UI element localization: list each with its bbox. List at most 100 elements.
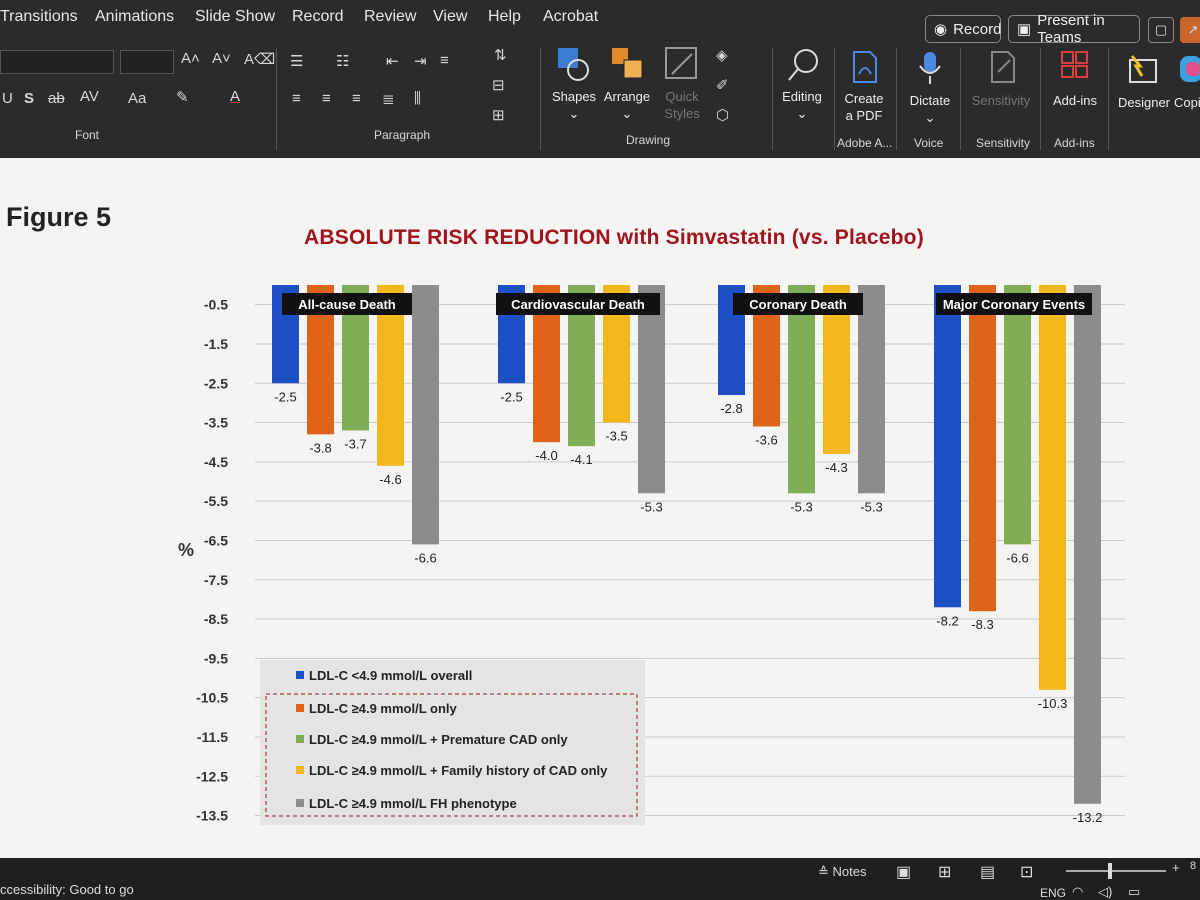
change-case-icon[interactable]: Aa <box>128 90 147 107</box>
y-tick-label: -5.5 <box>204 493 228 509</box>
line-spacing-icon[interactable]: ≡ <box>440 52 449 69</box>
slide-sorter-icon[interactable]: ⊞ <box>938 864 952 881</box>
align-right-icon[interactable]: ≡ <box>352 90 361 107</box>
separator <box>1040 48 1041 150</box>
arrange-icon[interactable] <box>610 46 646 82</box>
designer-button[interactable]: Designer <box>1116 94 1172 111</box>
reading-view-icon[interactable]: ▤ <box>980 864 996 881</box>
y-tick-label: -0.5 <box>204 297 228 313</box>
notes-button[interactable]: ≙ Notes <box>818 864 867 880</box>
text-direction-icon[interactable]: ⇅ <box>494 47 507 64</box>
arrange-label: Arrange <box>603 89 651 104</box>
notes-icon: ≙ <box>818 864 829 879</box>
font-color-icon[interactable]: A <box>230 88 241 105</box>
shadow-icon[interactable]: S <box>24 90 35 107</box>
legend-label: LDL-C ≥4.9 mmol/L + Family history of CA… <box>309 763 608 778</box>
group-label-font: Font <box>75 128 100 142</box>
shapes-button[interactable]: Shapes ⌄ <box>551 89 597 121</box>
comments-icon[interactable]: ▢ <box>1148 17 1174 43</box>
justify-icon[interactable]: ≣ <box>382 91 395 108</box>
dictate-button[interactable]: Dictate ⌄ <box>909 93 951 125</box>
quick-styles-button[interactable]: Quick Styles <box>658 88 706 122</box>
zoom-slider-thumb[interactable] <box>1108 863 1112 879</box>
numbering-icon[interactable]: ☷ <box>336 53 350 70</box>
y-tick-label: -10.5 <box>196 690 228 706</box>
tab-acrobat[interactable]: Acrobat <box>543 8 599 25</box>
tab-view[interactable]: View <box>433 8 468 25</box>
font-size-box[interactable] <box>120 50 174 74</box>
editing-button[interactable]: Editing ⌄ <box>782 89 822 121</box>
slideshow-icon[interactable]: ⊡ <box>1020 864 1034 881</box>
addins-button[interactable]: Add-ins <box>1046 92 1104 109</box>
tab-animations[interactable]: Animations <box>95 8 175 25</box>
data-label: -4.0 <box>535 448 557 463</box>
shapes-icon[interactable] <box>556 46 592 82</box>
zoom-level: 8 <box>1190 860 1197 872</box>
tab-review[interactable]: Review <box>364 8 417 25</box>
data-label: -6.6 <box>1006 550 1028 565</box>
shape-outline-icon[interactable]: ✐ <box>716 77 729 94</box>
category-label-box <box>733 293 863 315</box>
slide-canvas[interactable]: Figure 5 ABSOLUTE RISK REDUCTION with Si… <box>0 158 1200 858</box>
record-icon: ◉ <box>934 21 948 38</box>
zoom-slider[interactable] <box>1066 870 1166 872</box>
clear-formatting-icon[interactable]: A⌫ <box>244 51 276 68</box>
copilot-icon[interactable] <box>1178 52 1200 86</box>
shape-effects-icon[interactable]: ⬡ <box>716 107 730 124</box>
language-indicator: ENG <box>1040 886 1067 900</box>
quick-styles-icon[interactable] <box>664 46 700 82</box>
bar <box>934 285 961 608</box>
character-spacing-icon[interactable]: AV <box>80 88 99 105</box>
create-pdf-icon[interactable] <box>850 50 880 86</box>
underline-icon[interactable]: U <box>2 90 13 107</box>
tab-transitions[interactable]: Transitions <box>0 8 78 25</box>
record-button[interactable]: ◉ Record <box>925 15 1001 43</box>
decrease-indent-icon[interactable]: ⇤ <box>386 53 399 70</box>
category-label: Cardiovascular Death <box>511 297 645 312</box>
grow-font-icon[interactable]: A˄ <box>181 50 200 67</box>
tab-slide-show[interactable]: Slide Show <box>195 8 276 25</box>
search-icon[interactable] <box>786 46 822 86</box>
arrange-button[interactable]: Arrange ⌄ <box>603 89 651 121</box>
highlight-icon[interactable]: ✎ <box>176 89 189 106</box>
category-label-box <box>936 293 1092 315</box>
increase-indent-icon[interactable]: ⇥ <box>414 53 427 70</box>
strikethrough-icon[interactable]: ab <box>48 90 65 107</box>
font-name-box[interactable] <box>0 50 114 74</box>
microphone-icon[interactable] <box>918 50 942 86</box>
data-label: -13.2 <box>1073 810 1103 825</box>
share-icon[interactable]: ↗ <box>1180 17 1200 43</box>
tab-record[interactable]: Record <box>292 8 344 25</box>
create-pdf-button[interactable]: Create a PDF <box>838 90 890 124</box>
create-pdf-label-1: Create <box>844 91 884 106</box>
align-left-icon[interactable]: ≡ <box>292 90 301 107</box>
data-label: -5.3 <box>860 499 882 514</box>
align-text-icon[interactable]: ⊟ <box>492 77 505 94</box>
copilot-button[interactable]: Copi <box>1174 94 1200 111</box>
y-tick-label: -7.5 <box>204 572 228 588</box>
addins-icon[interactable] <box>1060 50 1090 80</box>
designer-icon[interactable] <box>1126 52 1160 86</box>
smartart-icon[interactable]: ⊞ <box>492 107 505 124</box>
sensitivity-button[interactable]: Sensitivity <box>968 92 1034 109</box>
data-label: -5.3 <box>790 499 812 514</box>
legend-dashed-group <box>265 693 638 817</box>
data-label: -4.6 <box>379 472 401 487</box>
y-tick-label: -8.5 <box>204 611 228 627</box>
zoom-in-icon[interactable]: + <box>1172 860 1180 875</box>
shrink-font-icon[interactable]: A˅ <box>212 50 231 67</box>
normal-view-icon[interactable]: ▣ <box>896 864 912 881</box>
present-in-teams-button[interactable]: ▣ Present in Teams <box>1008 12 1140 46</box>
columns-icon[interactable]: ⫼ <box>414 90 421 107</box>
legend-swatch <box>296 799 304 807</box>
category-label-box <box>496 293 660 315</box>
bullets-icon[interactable]: ☰ <box>290 53 304 70</box>
align-center-icon[interactable]: ≡ <box>322 90 331 107</box>
sensitivity-icon[interactable] <box>988 50 1018 84</box>
category-label: Major Coronary Events <box>943 297 1085 312</box>
accessibility-status[interactable]: ccessibility: Good to go <box>0 882 134 897</box>
shape-fill-icon[interactable]: ◈ <box>716 47 728 64</box>
tab-help[interactable]: Help <box>488 8 521 25</box>
data-label: -3.5 <box>605 429 627 444</box>
data-label: -8.3 <box>971 617 993 632</box>
